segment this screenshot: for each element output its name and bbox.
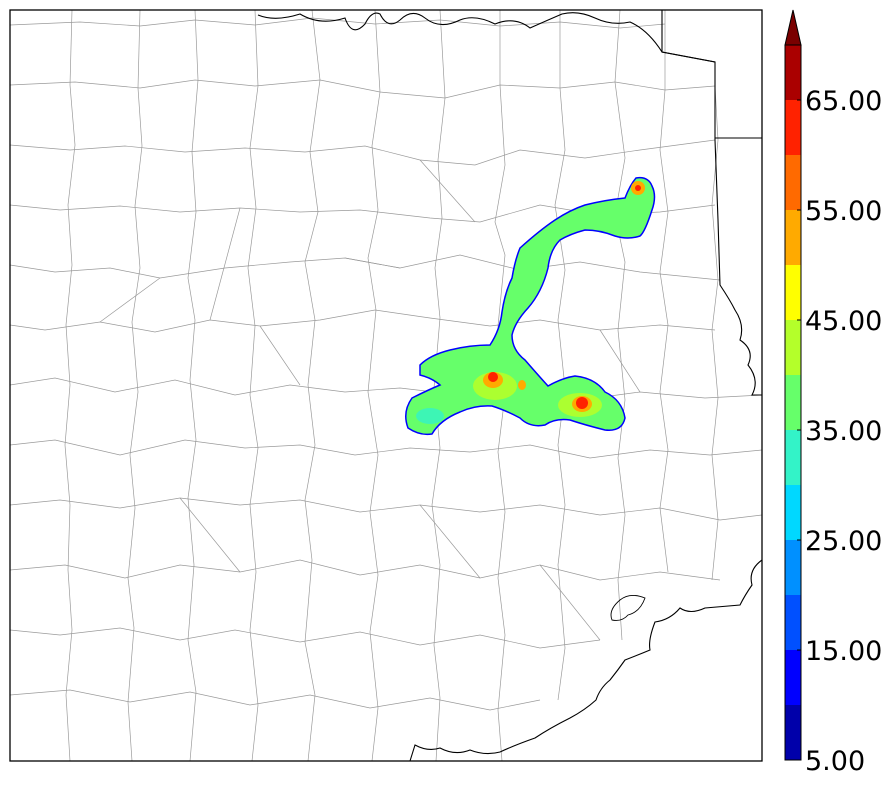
colorbar-tick-label: 25.00: [805, 526, 882, 557]
colorbar-tick-label: 15.00: [805, 636, 882, 667]
colorbar-tick-label: 45.00: [805, 306, 882, 337]
colorbar-band: [785, 265, 801, 320]
gulf-coastline: [409, 559, 763, 762]
field-core-east: [576, 397, 588, 409]
colorbar-band: [785, 595, 801, 650]
colorbar-band: [785, 650, 801, 705]
field-region: [405, 176, 656, 436]
colorbar-band: [785, 320, 801, 375]
field-small-cell: [518, 380, 526, 390]
colorbar-band: [785, 100, 801, 155]
colorbar-band: [785, 705, 801, 760]
colorbar-band: [785, 540, 801, 595]
colorbar: 5.00 15.00 25.00 35.00 45.00 55.00 65.00: [784, 9, 882, 777]
colorbar-band: [785, 485, 801, 540]
galveston-bay: [610, 595, 646, 621]
map-panel: [9, 9, 763, 762]
colorbar-band: [785, 430, 801, 485]
colorbar-band: [785, 210, 801, 265]
data-field: [405, 176, 656, 436]
colorbar-tick-label: 5.00: [805, 746, 865, 777]
field-ne-core: [635, 185, 641, 191]
colorbar-tick-label: 65.00: [805, 86, 882, 117]
colorbar-band: [785, 155, 801, 210]
colorbar-band: [785, 375, 801, 430]
colorbar-tick-label: 55.00: [805, 196, 882, 227]
state-boundary-red-river: [257, 12, 716, 63]
state-boundary-sabine: [661, 10, 762, 396]
colorbar-tick-label: 35.00: [805, 416, 882, 447]
colorbar-band: [785, 45, 801, 100]
county-boundaries: [9, 9, 763, 762]
field-cyan-patch: [416, 408, 444, 424]
map-frame: [9, 9, 763, 762]
colorbar-frame: [784, 44, 802, 761]
colorbar-extend-arrow: [784, 9, 802, 46]
field-core-west: [488, 372, 498, 382]
map-background: [10, 10, 762, 761]
